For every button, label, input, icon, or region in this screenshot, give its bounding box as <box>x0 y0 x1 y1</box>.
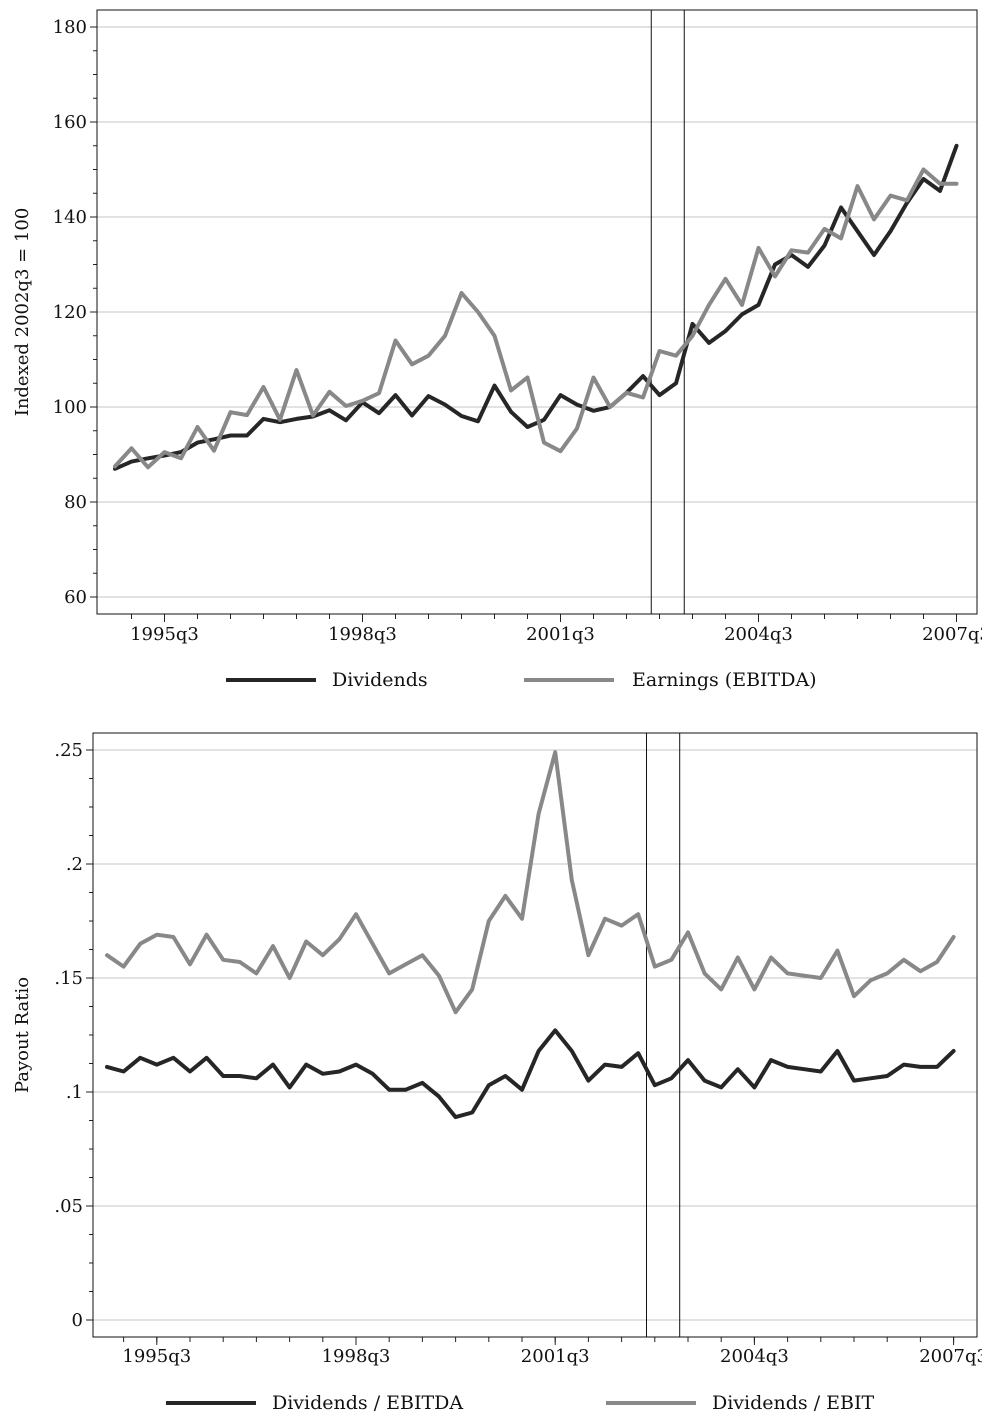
x-tick-label: 1995q3 <box>130 624 199 645</box>
y-tick-label: .25 <box>54 740 83 761</box>
x-tick-label: 1998q3 <box>322 1346 391 1367</box>
y-axis-title: Indexed 2002q3 = 100 <box>12 208 33 417</box>
series-line-dark <box>113 143 959 471</box>
legend-label: Dividends <box>332 669 428 691</box>
y-tick-label: 80 <box>64 492 87 513</box>
y-tick-label: 120 <box>53 302 87 323</box>
x-tick-label: 2004q3 <box>720 1346 789 1367</box>
y-tick-label: 0 <box>72 1310 83 1331</box>
legend-label: Earnings (EBITDA) <box>632 669 817 691</box>
x-tick-label: 2007q3 <box>922 624 982 645</box>
legend-label: Dividends / EBIT <box>712 1392 874 1414</box>
plot-frame <box>92 732 978 1338</box>
x-tick-label: 2004q3 <box>724 624 793 645</box>
plot-frame <box>96 9 978 615</box>
y-tick-label: .1 <box>66 1082 83 1103</box>
y-axis-title: Payout Ratio <box>12 977 33 1093</box>
x-tick-label: 1998q3 <box>328 624 397 645</box>
bottom-panel-payout: 0 .05 .1 .15 .2 .25 1995q3 1998q3 2001q3 2004q3 20… <box>12 732 982 1414</box>
y-tick-label: .05 <box>54 1196 83 1217</box>
y-tick-label: 140 <box>53 207 87 228</box>
y-tick-label: 60 <box>64 587 87 608</box>
y-tick-label: 160 <box>53 112 87 133</box>
x-tick-label: 2001q3 <box>526 624 595 645</box>
x-tick-label: 2001q3 <box>521 1346 590 1367</box>
legend-label: Dividends / EBITDA <box>272 1392 463 1414</box>
top-panel-indexed: 60 80 100 120 140 160 180 1995q3 1998q3 2001q3 200… <box>12 9 982 691</box>
y-tick-label: 100 <box>53 397 87 418</box>
series-line-dark <box>105 1028 956 1120</box>
y-tick-label: .15 <box>54 968 83 989</box>
y-tick-label: .2 <box>66 854 83 875</box>
x-tick-label: 2007q3 <box>919 1346 982 1367</box>
series-line-light <box>113 167 959 470</box>
y-tick-label: 180 <box>53 17 87 38</box>
series-line-light <box>105 750 956 1015</box>
x-tick-label: 1995q3 <box>122 1346 191 1367</box>
